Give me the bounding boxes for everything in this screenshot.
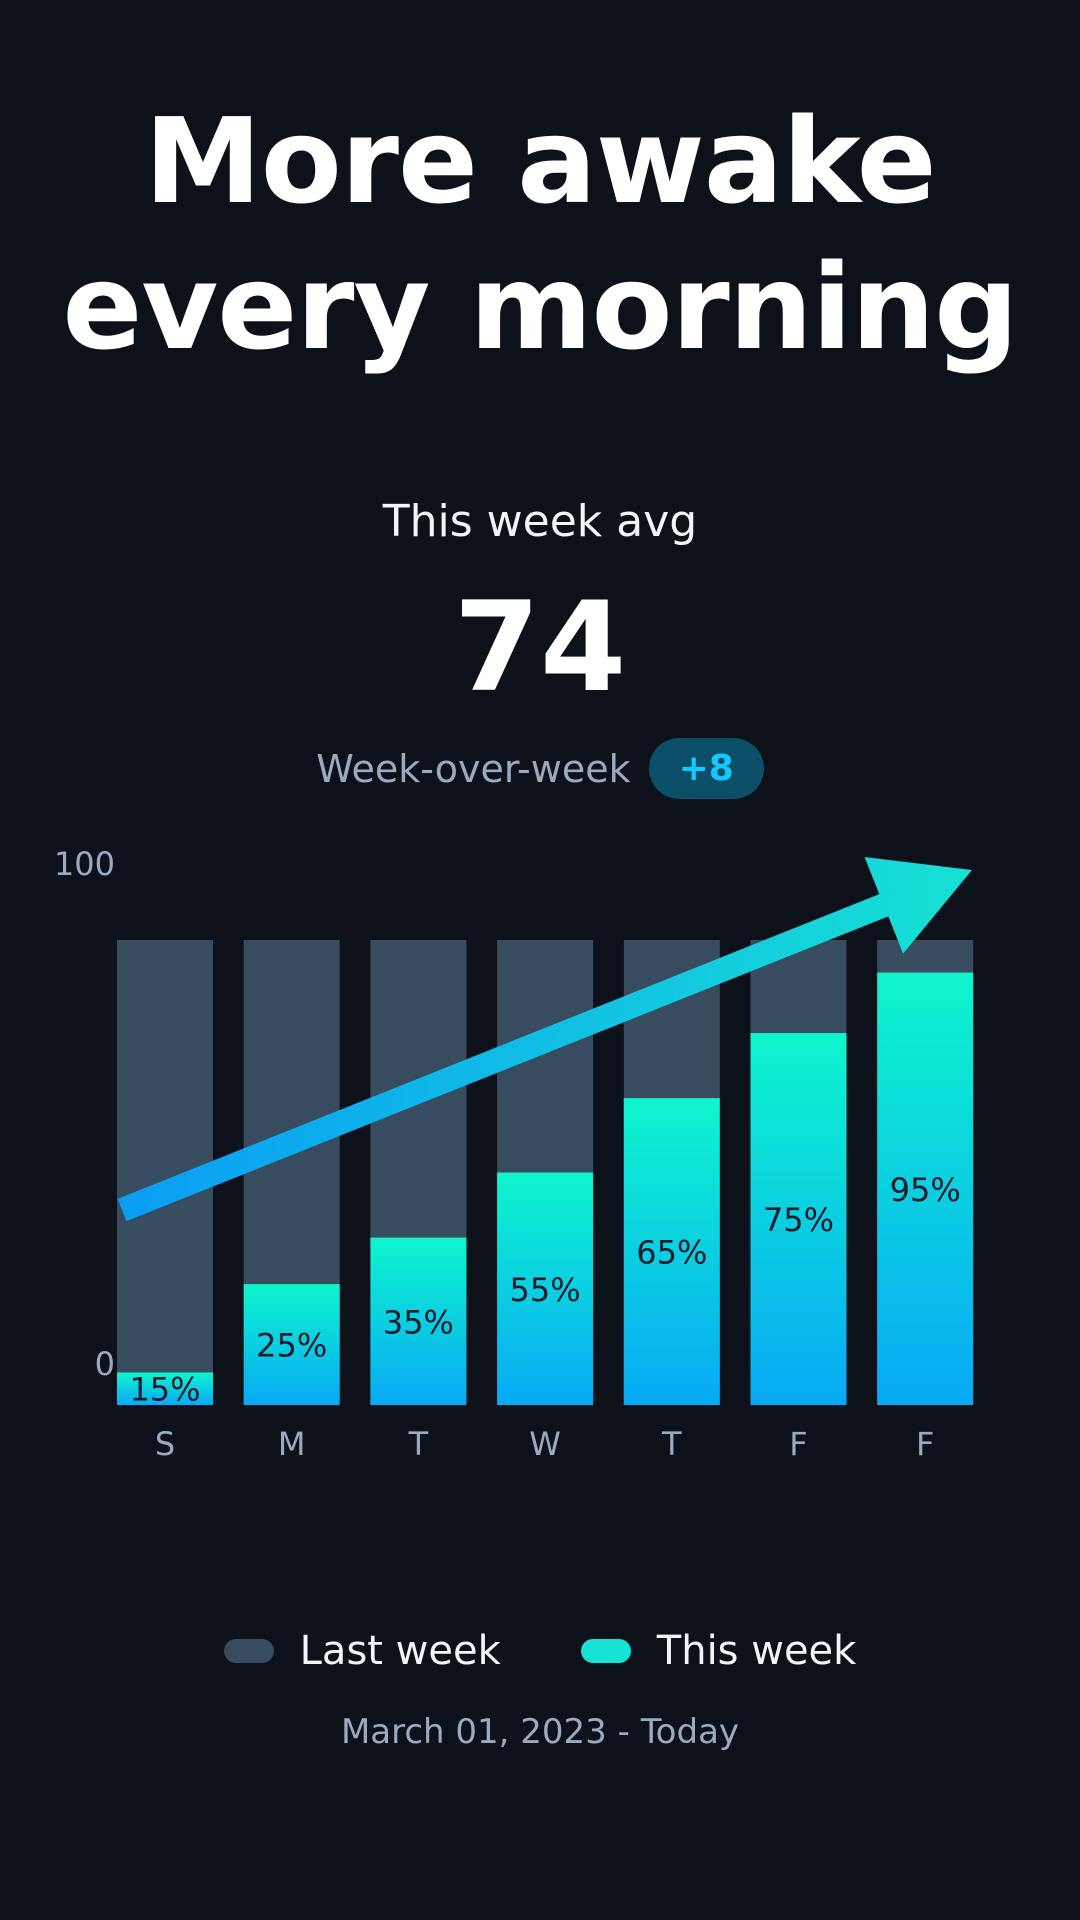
date-range: March 01, 2023 - Today (340, 1712, 740, 1752)
bar-this-week (117, 1372, 213, 1405)
x-tick-label: W (529, 1425, 561, 1463)
page-title: More awake every morning (0, 88, 1080, 380)
trend-arrow (117, 857, 972, 1222)
y-tick-label: 0 (95, 1345, 115, 1383)
trend-arrow-shape (117, 857, 972, 1222)
x-tick-label: T (408, 1425, 429, 1463)
legend-last-week: Last week (223, 1628, 501, 1674)
bars-layer: 0 100 15% S 25% M 35% T 55% W 65% T 75% F 95% F (54, 845, 974, 1463)
bar-data-label: 95% (890, 1171, 961, 1209)
legend-this-week: This week (580, 1628, 857, 1674)
x-tick-label: S (155, 1425, 175, 1463)
last-week-swatch (223, 1639, 274, 1663)
title-line-2: every morning (62, 238, 1018, 376)
title-line-1: More awake (144, 92, 936, 230)
bar-data-label: 75% (763, 1201, 834, 1239)
wow-label: Week-over-week (316, 746, 631, 791)
x-tick-label: F (916, 1425, 934, 1463)
legend-this-week-label: This week (656, 1628, 857, 1674)
bar-this-week (243, 1284, 340, 1405)
chart-legend: Last week This week (0, 1628, 1080, 1674)
x-tick-label: T (661, 1425, 682, 1463)
bar-data-label: 65% (636, 1234, 707, 1272)
bar-this-week (370, 1237, 467, 1405)
avg-value: 74 (453, 576, 627, 720)
this-week-swatch (580, 1639, 631, 1663)
bar-this-week (497, 1172, 594, 1405)
bar-data-label: 55% (510, 1271, 581, 1309)
x-tick-label: F (789, 1425, 807, 1463)
week-over-week-row: Week-over-week +8 (0, 738, 1080, 799)
bar-data-label: 35% (383, 1303, 454, 1341)
x-tick-label: M (278, 1425, 306, 1463)
bar-this-week (623, 1098, 720, 1405)
avg-label: This week avg (382, 496, 698, 547)
legend-last-week-label: Last week (299, 1628, 501, 1674)
bar-this-week (750, 1033, 847, 1405)
wow-badge: +8 (648, 738, 764, 799)
bar-this-week (877, 972, 974, 1405)
bar-data-label: 15% (129, 1371, 200, 1409)
y-tick-label: 100 (54, 845, 115, 883)
bar-data-label: 25% (256, 1327, 327, 1365)
bar-chart: 0 100 15% S 25% M 35% T 55% W 65% T 75% F 95% F (54, 845, 974, 1463)
